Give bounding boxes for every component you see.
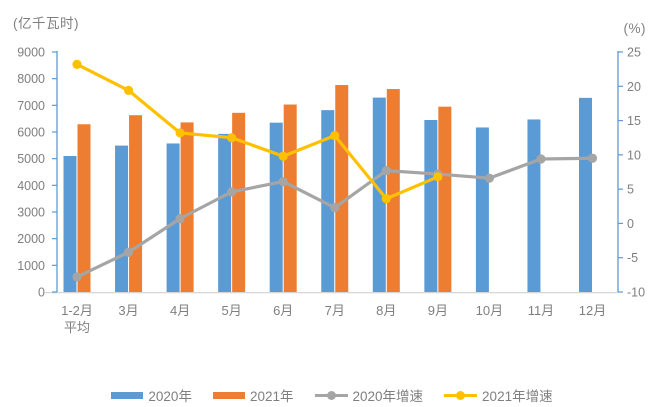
- legend-item-2020-bars: 2020年: [111, 385, 192, 405]
- legend-label-2020-growth: 2020年增速: [352, 389, 424, 404]
- bar-2021年: [232, 112, 246, 292]
- x-axis-category-label: 7月: [325, 303, 345, 318]
- right-axis-tick-label: 25: [627, 46, 641, 60]
- data-point-2021年增速: [278, 151, 288, 161]
- left-axis-tick-label: 2000: [17, 232, 45, 246]
- right-axis-tick-label: -10: [627, 286, 645, 300]
- bar-2021年: [129, 115, 143, 292]
- left-axis-tick-label: 5000: [17, 152, 45, 166]
- legend-label-2021: 2021年: [249, 389, 294, 404]
- bar-2020年: [166, 143, 180, 292]
- data-point-2021年增速: [433, 172, 443, 182]
- bar-2021年: [283, 104, 297, 293]
- x-axis-category-label: 8月: [376, 303, 396, 318]
- left-axis-tick-label: 4000: [17, 179, 45, 193]
- data-point-2021年增速: [227, 133, 237, 143]
- x-axis-category-label: 1-2月: [61, 303, 93, 318]
- bar-2021年: [386, 89, 400, 292]
- bar-2020年: [218, 133, 232, 292]
- data-point-2020年增速: [536, 154, 546, 164]
- data-point-2020年增速: [330, 203, 340, 213]
- bar-2020年: [579, 97, 592, 292]
- bar-2020年: [115, 145, 129, 292]
- bar-2021年: [438, 106, 452, 293]
- data-point-2020年增速: [587, 153, 598, 163]
- plot-area: 0 1000 2000 3000 4000 5000 6000 7000 8000 9000 -10…: [17, 46, 645, 336]
- right-axis-title: (%): [623, 21, 646, 36]
- left-axis-tick-label: 1000: [17, 259, 45, 273]
- growth-line-2020年增速: [75, 156, 595, 279]
- x-axis-category-label: 10月: [476, 303, 503, 318]
- data-point-2020年增速: [484, 173, 494, 183]
- data-point-2021年增速: [123, 85, 134, 95]
- bar-2020年: [475, 127, 489, 292]
- right-axis-tick-label: 15: [627, 114, 641, 128]
- data-point-2020年增速: [123, 247, 134, 257]
- data-point-2021年增速: [175, 128, 185, 138]
- data-point-2020年增速: [227, 187, 237, 197]
- legend-swatch-2020-bar: [111, 391, 144, 399]
- x-axis-category-label: 4月: [170, 303, 190, 318]
- x-axis-category-label: 12月: [579, 303, 606, 318]
- right-axis-tick-label: 20: [627, 80, 641, 94]
- right-axis-tick-label: 0: [627, 217, 634, 231]
- left-axis-tick-label: 7000: [17, 99, 45, 113]
- bar-2020年: [372, 97, 386, 292]
- legend-label-2020: 2020年: [148, 389, 192, 404]
- left-axis-tick-label: 3000: [17, 206, 45, 220]
- legend-item-2021-bars: 2021年: [212, 385, 294, 405]
- bar-2021年: [180, 122, 194, 293]
- data-point-2021年增速: [72, 59, 82, 69]
- left-axis-tick-label: 6000: [17, 126, 45, 140]
- data-point-2021年增速: [330, 131, 340, 141]
- bar-2020年: [269, 122, 283, 293]
- x-axis-category-label: 3月: [118, 303, 138, 318]
- bar-2021年: [335, 85, 349, 292]
- right-axis-tick-label: 5: [627, 183, 634, 197]
- bar-2020年: [424, 120, 438, 292]
- legend-item-2021-growth-line: 2021年增速: [444, 385, 553, 405]
- left-axis-tick-label: 9000: [17, 46, 45, 60]
- x-axis-category-label: 5月: [222, 303, 242, 318]
- data-point-2020年增速: [175, 214, 185, 224]
- bar-2020年: [321, 110, 335, 292]
- bar-2020年: [63, 156, 77, 292]
- legend-swatch-2021-bar: [212, 391, 245, 399]
- x-axis-category-label: 平均: [64, 320, 90, 335]
- x-axis-category-label: 6月: [273, 303, 293, 318]
- bar-2021年: [77, 124, 91, 293]
- legend-swatch-2021-growth-line: [444, 390, 478, 400]
- left-axis-tick-label: 8000: [17, 72, 45, 86]
- data-point-2020年增速: [72, 272, 82, 282]
- chart-legend: 2020年 2021年 2020年增速 2021年增速: [0, 385, 664, 405]
- right-axis-tick-label: -5: [627, 251, 638, 265]
- data-point-2020年增速: [381, 166, 391, 176]
- x-axis-category-label: 11月: [528, 303, 555, 318]
- x-axis-category-label: 9月: [428, 303, 448, 318]
- legend-label-2021-growth: 2021年增速: [482, 389, 553, 404]
- bar-2020年: [527, 119, 541, 292]
- legend-swatch-2020-growth-line: [314, 390, 348, 400]
- right-axis-tick-label: 10: [627, 148, 641, 162]
- left-axis-title: (亿千瓦时): [13, 16, 79, 31]
- data-point-2020年增速: [278, 177, 288, 187]
- left-axis-tick-label: 0: [38, 286, 45, 300]
- growth-line-2021年增速: [75, 62, 440, 201]
- legend-item-2020-growth-line: 2020年增速: [314, 385, 424, 405]
- data-point-2021年增速: [381, 194, 391, 204]
